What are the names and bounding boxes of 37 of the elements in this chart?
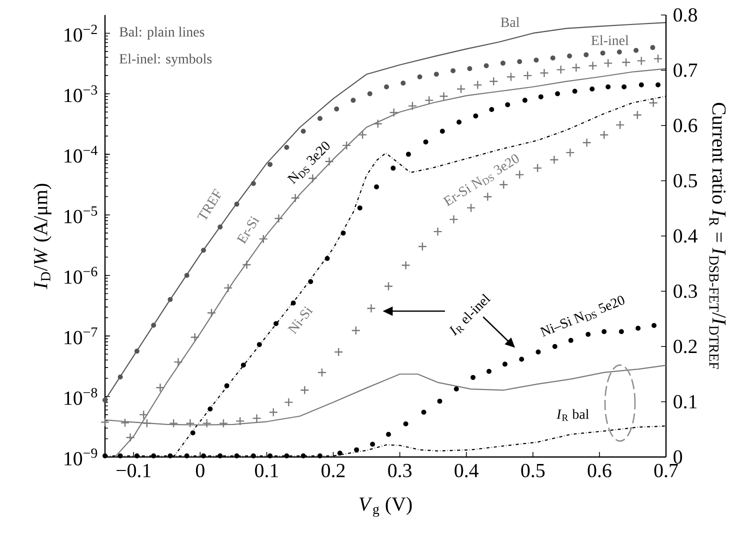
x-tick-label: 0.1 (255, 464, 278, 478)
y2-tick-label: 0.4 (674, 229, 698, 243)
x-tick-label: −0.1 (116, 464, 150, 478)
x-tick-label: 0.4 (454, 464, 479, 478)
y-tick-label: 10$^{−4}$ (64, 146, 98, 163)
annotation: El-inel (591, 35, 629, 46)
annotation: Er-Si N$_{DS}$ 3e20 (442, 154, 519, 206)
text: Current ratio I$_{R}$ = I$_{DSB-FET}$/I$_{DTREF}$ (709, 102, 726, 369)
y2-tick-label: 0.6 (674, 118, 698, 132)
annotation: N$_{DS}$ 3e20 (287, 142, 330, 184)
y-axis-title: I$_{D}$/W (A/μm) (33, 184, 52, 290)
annotation: Ni–Si N$_{DS}$ 5e20 (540, 296, 624, 337)
x-tick-label: 0.2 (322, 464, 345, 478)
x-tick-label: 0.3 (388, 464, 412, 478)
y-tick-label: 10$^{−5}$ (64, 206, 98, 224)
y2-tick-label: 0 (674, 450, 682, 464)
annotation: I$_{R}$ bal (556, 409, 589, 421)
annotation: Bal: plain lines (120, 26, 204, 40)
y-tick-label: 10$^{−7}$ (64, 328, 98, 344)
y-tick-label: 10$^{−2}$ (64, 24, 97, 42)
y-tick-label: 10$^{−3}$ (64, 85, 98, 102)
y2-tick-label: 0.3 (674, 284, 697, 298)
y2-tick-label: 0.8 (674, 8, 697, 22)
y2-tick-label: 0.5 (674, 174, 697, 188)
x-tick-label: 0.5 (521, 464, 545, 478)
y-tick-label: 10$^{−8}$ (64, 388, 98, 405)
x-tick-label: 0.6 (588, 464, 612, 478)
y2-tick-label: 0.1 (674, 394, 697, 409)
y2-tick-label: 0.7 (674, 63, 698, 78)
y-tick-label: 10$^{−9}$ (64, 448, 98, 466)
x-tick-label: 0 (196, 464, 204, 478)
x-tick-label: 0.7 (654, 464, 678, 478)
annotation: El-inel: symbols (120, 54, 212, 66)
y2-tick-label: 0.2 (674, 340, 697, 354)
annotation: Bal (500, 17, 520, 27)
x-axis-title: V$_{g}$ (V) (359, 496, 412, 517)
y-tick-label: 10$^{−6}$ (64, 266, 98, 284)
